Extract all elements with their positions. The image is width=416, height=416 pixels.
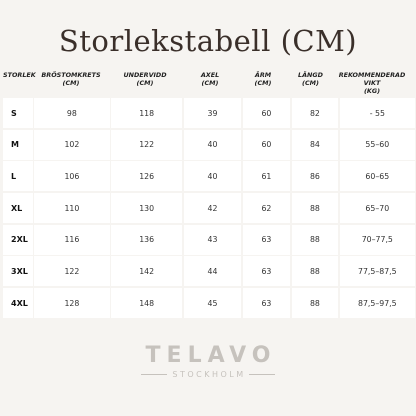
- header-shoulder: AXEL (CM): [181, 66, 239, 87]
- cell-weight: 87,5–97,5: [339, 288, 415, 319]
- cell-size: L: [3, 161, 33, 192]
- cell-sleeve: 63: [242, 224, 291, 255]
- cell-hem-width: 130: [110, 193, 183, 224]
- cell-hem-width: 142: [110, 256, 183, 287]
- cell-hem-width: 118: [110, 98, 183, 128]
- cell-hem-width: 126: [110, 161, 183, 192]
- cell-length: 88: [291, 256, 339, 287]
- table-row: M 102 122 40 60 84 55–60: [3, 129, 415, 160]
- logo-rule-left: [141, 374, 168, 375]
- cell-shoulder: 39: [183, 98, 242, 128]
- header-chest: BRÖSTOMKRETS (CM): [33, 66, 109, 87]
- cell-hem-width: 148: [110, 288, 183, 319]
- cell-sleeve: 61: [242, 161, 291, 192]
- cell-length: 82: [291, 98, 339, 128]
- header-unit: (KG): [363, 87, 381, 95]
- table-row: 4XL 128 148 45 63 88 87,5–97,5: [3, 288, 415, 319]
- cell-hem-width: 122: [110, 129, 183, 160]
- header-unit: (CM): [254, 79, 272, 87]
- cell-weight: 55–60: [339, 129, 415, 160]
- header-label: REKOMMENDERAD VIKT: [338, 71, 406, 87]
- cell-weight: 65–70: [339, 193, 415, 224]
- table-row: XL 110 130 42 62 88 65–70: [3, 193, 415, 224]
- logo-subline: STOCKHOLM: [0, 370, 416, 379]
- cell-sleeve: 60: [242, 129, 291, 160]
- cell-size: 2XL: [3, 224, 33, 255]
- cell-size: XL: [3, 193, 33, 224]
- cell-size: M: [3, 129, 33, 160]
- cell-sleeve: 63: [242, 256, 291, 287]
- header-length: LÄNGD (CM): [287, 66, 334, 87]
- table-row: 2XL 116 136 43 63 88 70–77,5: [3, 224, 415, 255]
- header-label: STORLEK: [3, 71, 36, 79]
- table-body: S 98 118 39 60 82- 55 M 102 122 40 60 84 55–60 L 106 12…: [3, 98, 415, 319]
- cell-length: 84: [291, 129, 339, 160]
- cell-length: 86: [291, 161, 339, 192]
- header-unit: (CM): [302, 79, 319, 87]
- cell-sleeve: 60: [242, 98, 291, 128]
- cell-chest: 110: [34, 193, 110, 224]
- header-label: LÄNGD: [298, 71, 323, 79]
- cell-chest: 128: [34, 288, 110, 319]
- header-label: ÄRM: [254, 71, 272, 79]
- cell-shoulder: 44: [183, 256, 242, 287]
- header-label: AXEL: [200, 71, 220, 79]
- logo-wordmark: TELAVO: [145, 343, 277, 368]
- header-unit: (CM): [201, 79, 219, 87]
- cell-sleeve: 62: [242, 193, 291, 224]
- header-hem-width: UNDERVIDD (CM): [109, 66, 181, 87]
- table-row: L 106 126 40 61 86 60–65: [3, 161, 415, 192]
- cell-chest: 106: [34, 161, 110, 192]
- cell-shoulder: 43: [183, 224, 242, 255]
- header-unit: (CM): [62, 79, 80, 87]
- cell-shoulder: 45: [183, 288, 242, 319]
- cell-weight: 60–65: [339, 161, 415, 192]
- cell-weight: 77,5–87,5: [339, 256, 415, 287]
- cell-weight: - 55: [339, 98, 415, 128]
- table-header-row: STORLEK BRÖSTOMKRETS (CM) UNDERVIDD (CM) A…: [3, 66, 415, 98]
- logo-rule-right: [248, 374, 275, 375]
- cell-length: 88: [291, 224, 339, 255]
- cell-chest: 98: [34, 98, 110, 128]
- cell-shoulder: 42: [183, 193, 242, 224]
- cell-chest: 122: [34, 256, 110, 287]
- size-table: STORLEK BRÖSTOMKRETS (CM) UNDERVIDD (CM) A…: [3, 66, 415, 320]
- cell-hem-width: 136: [110, 224, 183, 255]
- cell-length: 88: [291, 193, 339, 224]
- table-row: 3XL 122 142 44 63 88 77,5–87,5: [3, 256, 415, 287]
- header-unit: (CM): [136, 79, 154, 87]
- cell-length: 88: [291, 288, 339, 319]
- cell-size: S: [3, 98, 33, 128]
- header-label: UNDERVIDD: [123, 71, 167, 79]
- header-recommended-weight: REKOMMENDERAD VIKT (KG): [334, 66, 410, 95]
- header-sleeve: ÄRM (CM): [239, 66, 287, 87]
- page-title: Storlekstabell (CM): [58, 24, 358, 58]
- logo-city: STOCKHOLM: [172, 370, 246, 379]
- cell-chest: 102: [34, 129, 110, 160]
- table-row: S 98 118 39 60 82- 55: [3, 98, 415, 128]
- cell-sleeve: 63: [242, 288, 291, 319]
- header-size: STORLEK: [3, 66, 36, 79]
- cell-size: 4XL: [3, 288, 33, 319]
- brand-logo: TELAVO STOCKHOLM: [0, 344, 416, 379]
- cell-shoulder: 40: [183, 161, 242, 192]
- cell-size: 3XL: [3, 256, 33, 287]
- cell-weight: 70–77,5: [339, 224, 415, 255]
- cell-shoulder: 40: [183, 129, 242, 160]
- header-label: BRÖSTOMKRETS: [41, 71, 101, 79]
- cell-chest: 116: [34, 224, 110, 255]
